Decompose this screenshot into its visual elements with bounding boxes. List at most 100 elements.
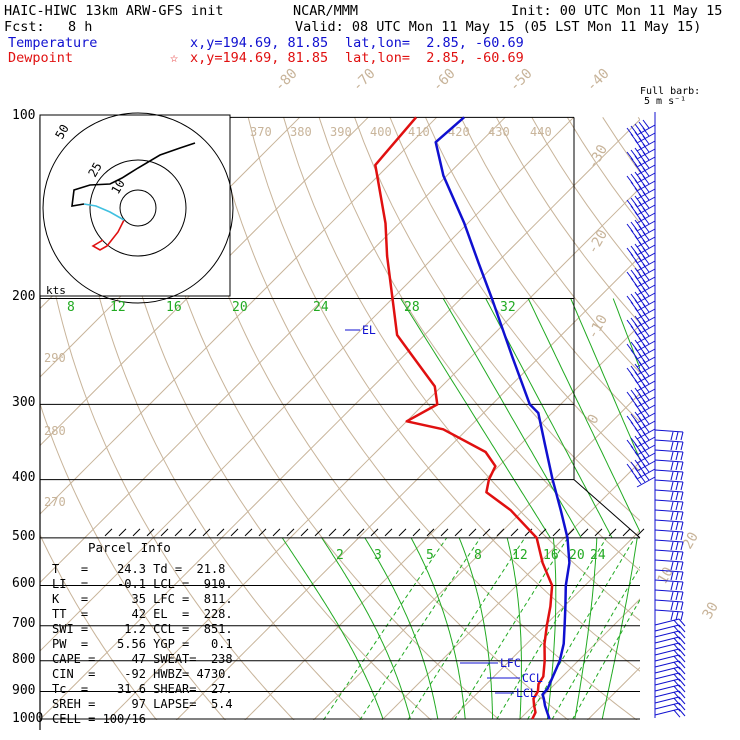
parcel-row: CIN = -92 HWBZ= 4730. bbox=[52, 667, 233, 681]
moist-adiabat-line bbox=[601, 537, 638, 720]
dry-adiabat-line bbox=[212, 117, 638, 720]
org-label: NCAR/MMM bbox=[293, 3, 359, 19]
freezing-hatch bbox=[496, 528, 505, 537]
wind-barb bbox=[634, 135, 656, 152]
wind-barb bbox=[634, 447, 656, 464]
pressure-label-700: 700 bbox=[12, 616, 36, 631]
freezing-hatch bbox=[300, 528, 309, 537]
isotherm-line bbox=[449, 529, 640, 720]
isotherm-line bbox=[713, 117, 740, 731]
mixing-ratio-label: 20 bbox=[569, 548, 585, 563]
isotherm-label: 30 bbox=[700, 599, 722, 622]
hodograph-ring bbox=[119, 189, 157, 227]
theta-label: 270 bbox=[44, 495, 66, 509]
hodograph-unit: kts bbox=[46, 284, 66, 297]
isotherm-label: -70 bbox=[350, 66, 379, 95]
isotherm-line bbox=[40, 116, 506, 584]
freezing-hatch bbox=[356, 528, 365, 537]
level-mark-label: EL bbox=[362, 323, 376, 337]
isotherm-line bbox=[40, 116, 301, 378]
moist-adiabat-line bbox=[506, 537, 522, 720]
mixing-ratio-line bbox=[526, 537, 636, 720]
moist-adiabat-line bbox=[574, 537, 598, 720]
mixing-ratio-label: 5 bbox=[426, 548, 434, 563]
series-line-temperature bbox=[434, 116, 571, 720]
freezing-hatch bbox=[482, 528, 491, 537]
wind-barb bbox=[626, 191, 656, 209]
legend-temperature-xy: x,y=194.69, 81.85 bbox=[190, 35, 329, 51]
theta-e-label: 12 bbox=[110, 300, 126, 315]
freezing-hatch bbox=[454, 528, 463, 537]
fcst-label: Fcst: bbox=[4, 19, 45, 35]
freezing-hatch bbox=[342, 528, 351, 537]
isotherm-line bbox=[586, 666, 640, 720]
parcel-row: SREH = 97 LAPSE= 5.4 bbox=[52, 697, 233, 711]
freezing-hatch bbox=[160, 528, 169, 537]
wind-barb bbox=[634, 279, 656, 296]
wind-barb bbox=[634, 375, 656, 392]
theta-e-label: 24 bbox=[313, 300, 329, 315]
freezing-hatch bbox=[132, 528, 141, 537]
wind-barb bbox=[654, 684, 686, 694]
mixing-ratio-label: 12 bbox=[512, 548, 528, 563]
wind-barb bbox=[654, 559, 684, 571]
wind-barb bbox=[654, 618, 686, 628]
wind-barb bbox=[634, 399, 656, 416]
dry-adiabat-line bbox=[425, 117, 640, 423]
freezing-hatch bbox=[146, 528, 155, 537]
moist-adiabat-line bbox=[410, 537, 466, 720]
wind-barb bbox=[654, 648, 686, 658]
legend-dewpoint-label: Dewpoint bbox=[8, 50, 74, 66]
wind-barb bbox=[654, 509, 684, 521]
wind-barb bbox=[654, 624, 686, 634]
theta-label: 400 bbox=[370, 125, 392, 139]
freezing-hatch bbox=[216, 528, 225, 537]
theta-label: 290 bbox=[44, 351, 66, 365]
isotherm-line bbox=[40, 116, 575, 652]
parcel-row: CELL = 100/16 bbox=[52, 712, 146, 726]
mixing-ratio-label: 16 bbox=[543, 548, 559, 563]
pressure-label-900: 900 bbox=[12, 683, 36, 698]
wind-barb bbox=[654, 702, 686, 712]
wind-barb bbox=[654, 429, 684, 441]
mixing-ratio-line bbox=[495, 537, 607, 720]
hodograph-frame bbox=[39, 114, 231, 297]
isotherm-line bbox=[175, 255, 640, 720]
dry-adiabat-line bbox=[176, 117, 569, 720]
hodograph-ring-label: 25 bbox=[85, 160, 104, 180]
frame-layer bbox=[39, 116, 645, 730]
freezing-hatch bbox=[412, 528, 421, 537]
fcst-value: 8 h bbox=[68, 19, 93, 35]
freezing-hatch bbox=[510, 528, 519, 537]
dry-adiabat-line bbox=[70, 117, 364, 720]
wind-barb bbox=[630, 271, 656, 288]
mixing-ratio-line bbox=[407, 537, 526, 720]
wind-barb bbox=[654, 599, 684, 611]
wind-barbs bbox=[626, 112, 686, 718]
hodograph-ring-label: 50 bbox=[52, 122, 71, 142]
wind-barb bbox=[654, 579, 684, 591]
theta-label: 420 bbox=[448, 125, 470, 139]
freezing-hatch bbox=[104, 528, 113, 537]
legend-temperature-latlon: lat,lon= 2.85, -60.69 bbox=[345, 35, 524, 51]
theta-e-line bbox=[527, 298, 640, 533]
wind-barb bbox=[654, 539, 684, 551]
freezing-hatch bbox=[622, 528, 631, 537]
isotherm-line bbox=[40, 116, 369, 447]
barb-legend-line2: 5 m s⁻¹ bbox=[644, 96, 687, 107]
theta-label: 410 bbox=[408, 125, 430, 139]
wind-barb bbox=[626, 143, 656, 161]
pressure-label-500: 500 bbox=[12, 529, 36, 544]
dry-adiabat-line bbox=[602, 117, 640, 173]
series-line-dewpoint bbox=[374, 116, 554, 720]
wind-barb bbox=[626, 335, 656, 353]
freezing-hatch bbox=[174, 528, 183, 537]
theta-e-line bbox=[400, 298, 551, 539]
hodograph-ring bbox=[89, 159, 187, 257]
pressure-label-1000: 1000 bbox=[12, 711, 44, 726]
wind-barb bbox=[654, 589, 684, 601]
moist-adiabat-line bbox=[546, 537, 557, 720]
wind-barb bbox=[654, 630, 686, 640]
wind-barb bbox=[654, 666, 686, 676]
